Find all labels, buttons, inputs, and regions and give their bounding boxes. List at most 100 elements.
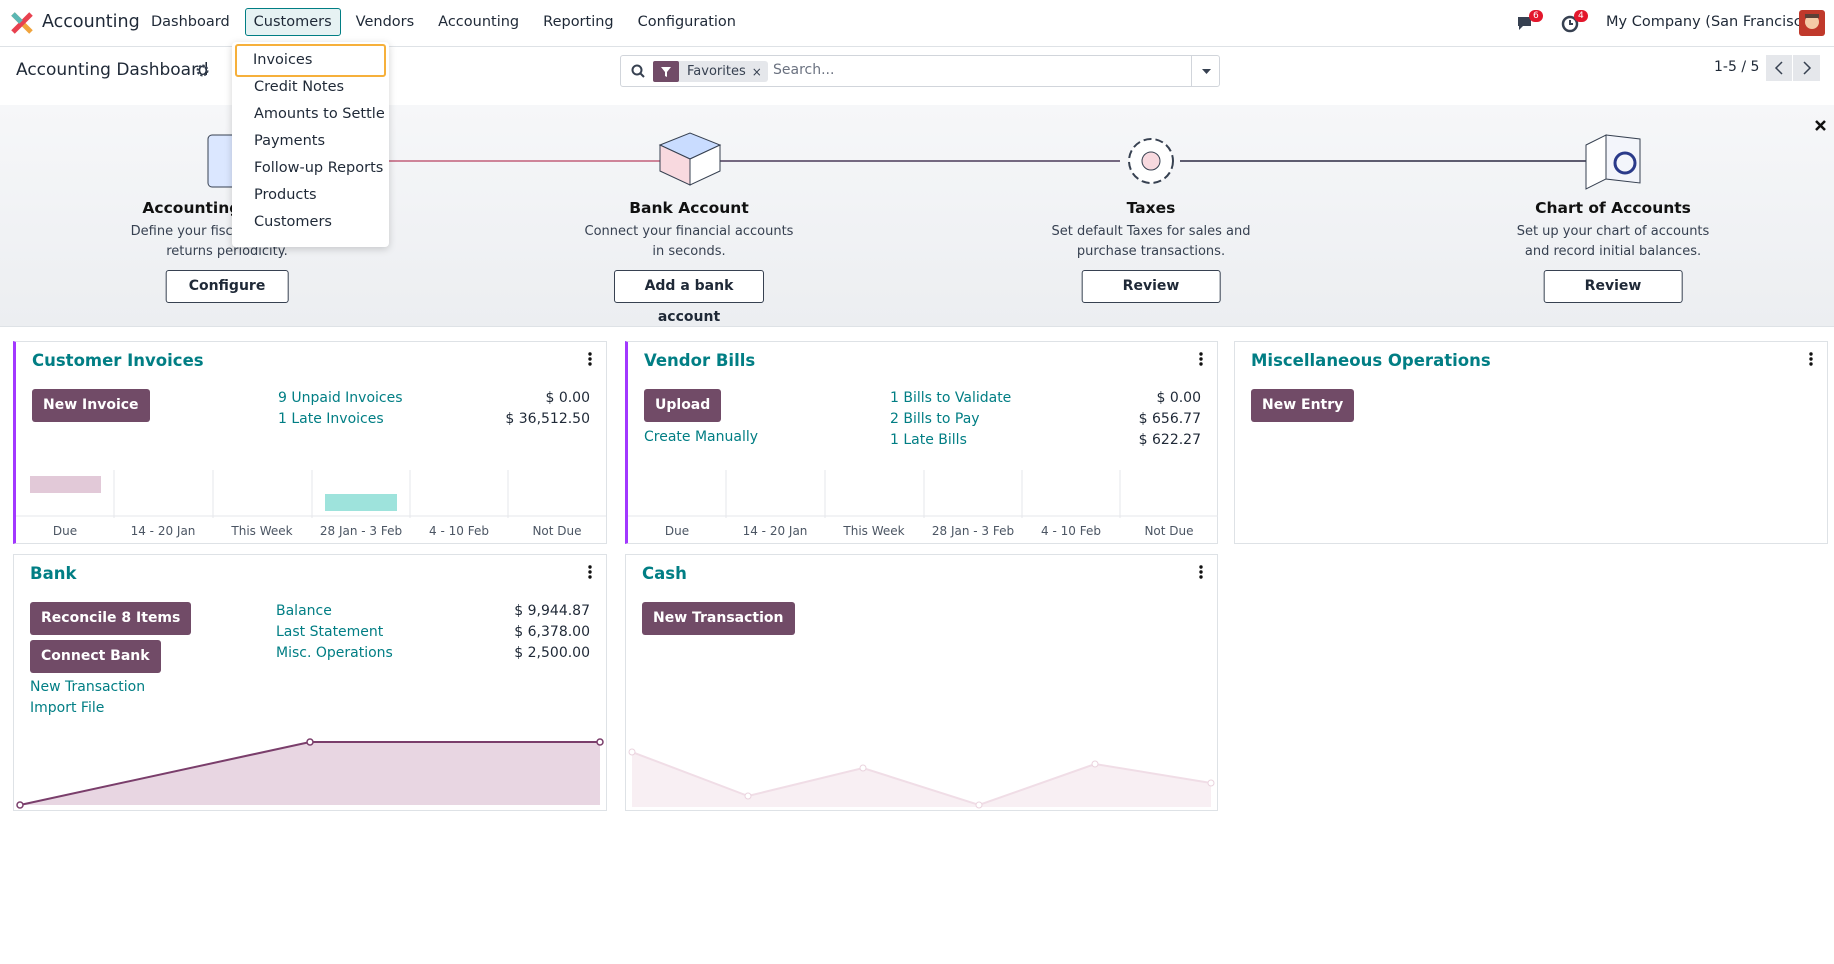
dropdown-item[interactable]: Products [254,187,317,203]
step-description: Connect your financial accounts in secon… [584,224,794,259]
cash-graph [628,748,1215,809]
pager-next[interactable] [1793,55,1820,81]
step-title: Bank Account [629,199,749,217]
search-toggle[interactable] [1191,56,1220,86]
card-menu[interactable] [1199,352,1203,366]
stat-amount: $ 2,500.00 [514,645,590,661]
card-menu[interactable] [1199,565,1203,579]
graph-label: 4 - 10 Feb [429,524,489,538]
stat-amount: $ 6,378.00 [514,624,590,640]
menu-item[interactable]: Reporting [543,14,614,30]
avatar[interactable] [1799,10,1825,36]
bills-graph [628,470,1218,518]
journal-card: Bank Reconcile 8 Items Connect Bank New … [13,554,607,811]
card-menu[interactable] [588,565,592,579]
stat-amount: $ 0.00 [1156,390,1201,406]
activities-badge: 4 [1574,10,1588,22]
dropdown-item[interactable]: Credit Notes [254,79,345,95]
pager: 1-5 / 5 [1714,59,1760,75]
search-icon [631,64,645,78]
stat-link[interactable]: 1 Late Invoices [278,411,384,427]
step-button[interactable]: Add a bank account [614,270,764,325]
facet-icon [653,61,679,82]
page-title: Accounting Dashboard [16,60,209,80]
stat-link[interactable]: 1 Late Bills [890,432,967,448]
step-description: Set up your chart of accounts and record… [1516,224,1710,259]
stat-link[interactable]: 1 Bills to Validate [890,390,1012,406]
settings-gear[interactable] [196,64,209,77]
graph-label: 28 Jan - 3 Feb [931,524,1015,538]
graph-label: 14 - 20 Jan [130,524,196,538]
journal-card: Miscellaneous Operations New Entry [1234,341,1828,544]
navbar: Accounting Dashboard Customers Vendors A… [0,0,1834,47]
primary-button[interactable]: New Transaction [642,602,795,635]
dropdown-item[interactable]: Follow-up Reports [254,160,384,176]
menu-item[interactable]: Configuration [637,14,736,30]
stat-link[interactable]: Misc. Operations [276,645,393,661]
search-bar: Favorites × Search... [620,55,1220,87]
invoice-graph [16,470,606,518]
app-name[interactable]: Accounting [42,12,140,32]
card-title[interactable]: Customer Invoices [32,351,204,370]
card-menu[interactable] [588,352,592,366]
graph-label: Due [664,524,690,538]
messages-badge: 6 [1529,10,1543,22]
facet: Favorites × [653,61,768,82]
facet-remove[interactable]: × [751,64,762,79]
menu-item[interactable]: Accounting [438,14,520,30]
stat-amount: $ 9,944.87 [514,603,590,619]
menu-item[interactable]: Dashboard [151,14,230,30]
primary-button[interactable]: Reconcile 8 Items [30,602,192,635]
card-title[interactable]: Cash [642,564,687,583]
secondary-link[interactable]: Import File [30,700,105,716]
stat-link[interactable]: 2 Bills to Pay [890,411,980,427]
facet-label: Favorites [687,64,746,79]
dropdown-item[interactable]: Customers [254,214,332,230]
company-switcher[interactable]: My Company (San Francisco) [1606,14,1817,30]
step-button[interactable]: Review [1081,270,1221,303]
menu-item[interactable]: Vendors [355,14,415,30]
card-title[interactable]: Miscellaneous Operations [1251,351,1491,370]
card-title[interactable]: Vendor Bills [644,351,756,370]
step-description: Set default Taxes for sales and purchase… [1051,224,1251,259]
graph-label: Not Due [532,524,582,538]
stat-link[interactable]: 9 Unpaid Invoices [278,390,403,406]
secondary-link[interactable]: Create Manually [644,429,759,445]
stat-link[interactable]: Balance [276,603,332,619]
primary-button[interactable]: Connect Bank [30,640,161,673]
step-title: Chart of Accounts [1535,199,1691,217]
bank-graph [16,738,604,809]
step-button[interactable]: Configure [165,270,289,303]
step-button[interactable]: Review [1543,270,1683,303]
graph-label: This Week [231,524,293,538]
search-input[interactable]: Search... [773,62,835,78]
journal-card: Vendor Bills Upload Create Manually 1 Bi… [625,341,1218,544]
stat-amount: $ 622.27 [1138,432,1201,448]
stat-link[interactable]: Last Statement [276,624,384,640]
customers-dropdown: Invoices Credit Notes Amounts to Settle … [232,42,389,247]
card-title[interactable]: Bank [30,564,77,583]
journal-card: Customer Invoices New Invoice 9 Unpaid I… [13,341,607,544]
close-onboarding[interactable] [1814,119,1828,133]
stat-amount: $ 0.00 [545,390,590,406]
primary-button[interactable]: New Entry [1251,389,1355,422]
card-menu[interactable] [1809,352,1813,366]
stat-amount: $ 656.77 [1138,411,1201,427]
secondary-link[interactable]: New Transaction [30,679,146,695]
primary-button[interactable]: Upload [644,389,722,422]
primary-button[interactable]: New Invoice [32,389,150,422]
step-title: Taxes [1126,199,1176,217]
messages-icon[interactable] [1516,14,1536,32]
activities-icon[interactable] [1561,14,1581,34]
dropdown-item[interactable]: Amounts to Settle [254,106,385,122]
dropdown-item[interactable]: Payments [254,133,326,149]
dropdown-item[interactable]: Invoices [235,44,386,77]
pager-prev[interactable] [1766,55,1793,81]
app-logo [11,12,33,34]
menu: Dashboard Customers Vendors Accounting R… [142,8,745,36]
graph-label: 14 - 20 Jan [742,524,808,538]
menu-item[interactable]: Customers [244,8,341,36]
stat-amount: $ 36,512.50 [505,411,590,427]
pager-buttons [1766,55,1820,81]
